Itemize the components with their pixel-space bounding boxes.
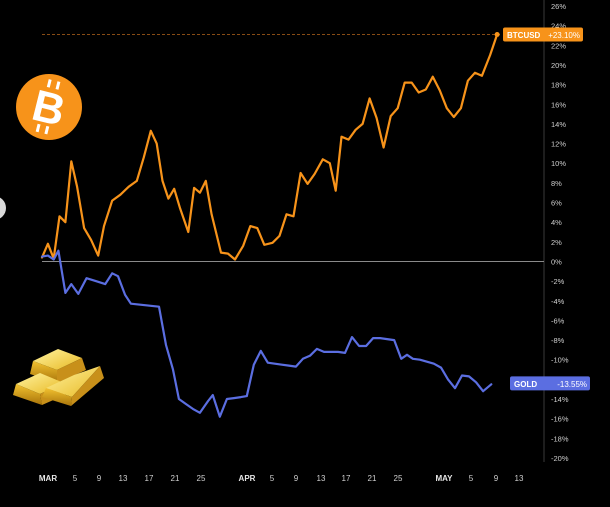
y-tick-label: -6% bbox=[551, 316, 565, 325]
btc-label-name: BTCUSD bbox=[507, 31, 541, 40]
series-line-btcusd bbox=[40, 33, 499, 261]
x-tick-month-label: MAR bbox=[39, 474, 57, 483]
x-tick-label: 21 bbox=[368, 474, 377, 483]
y-tick-label: 8% bbox=[551, 179, 562, 188]
x-tick-month-label: APR bbox=[239, 474, 256, 483]
x-tick-label: 21 bbox=[171, 474, 180, 483]
gold-end-label: GOLD -13.55% bbox=[510, 376, 590, 391]
x-tick-label: 25 bbox=[394, 474, 403, 483]
x-tick-month-label: MAY bbox=[435, 474, 453, 483]
x-tick-label: 13 bbox=[317, 474, 326, 483]
btc-end-label: BTCUSD +23.10% bbox=[503, 27, 583, 42]
x-tick-label: 5 bbox=[73, 474, 78, 483]
y-tick-label: -16% bbox=[551, 415, 569, 424]
y-tick-label: 14% bbox=[551, 120, 566, 129]
y-tick-label: -14% bbox=[551, 395, 569, 404]
gold-bars-icon bbox=[13, 349, 104, 406]
x-axis-ticks: MAR 5 9 13 17 21 25 APR 5 9 13 17 21 25 MAY 5 9 13 bbox=[39, 474, 524, 483]
y-tick-label: 2% bbox=[551, 238, 562, 247]
y-tick-label: 6% bbox=[551, 199, 562, 208]
y-tick-label: -2% bbox=[551, 277, 565, 286]
gold-label-name: GOLD bbox=[514, 380, 537, 389]
y-tick-label: -8% bbox=[551, 336, 565, 345]
series-line-gold bbox=[40, 249, 493, 418]
btc-label-value: +23.10% bbox=[548, 31, 580, 40]
y-tick-label: -4% bbox=[551, 297, 565, 306]
x-tick-label: 13 bbox=[515, 474, 524, 483]
y-tick-label: 24% bbox=[551, 22, 566, 31]
gold-label-bg bbox=[510, 376, 590, 391]
x-tick-label: 9 bbox=[294, 474, 299, 483]
y-tick-label: 26% bbox=[551, 2, 566, 11]
gold-label-value: -13.55% bbox=[557, 380, 587, 389]
y-tick-label: 10% bbox=[551, 159, 566, 168]
y-tick-label: 12% bbox=[551, 140, 566, 149]
edge-circle-icon bbox=[0, 196, 6, 220]
series-end-labels: BTCUSD +23.10% GOLD -13.55% bbox=[503, 27, 590, 391]
y-tick-label: -18% bbox=[551, 434, 569, 443]
y-tick-label: 22% bbox=[551, 41, 566, 50]
x-tick-label: 13 bbox=[119, 474, 128, 483]
y-tick-label: -20% bbox=[551, 454, 569, 463]
y-tick-label: 4% bbox=[551, 218, 562, 227]
x-tick-label: 5 bbox=[270, 474, 275, 483]
series-lines bbox=[40, 31, 544, 418]
y-axis-ticks: 26% 24% 22% 20% 18% 16% 14% 12% 10% 8% 6% 4% 2% 0% -2%… bbox=[551, 2, 569, 463]
btc-label-bg bbox=[503, 27, 583, 42]
y-tick-label: 18% bbox=[551, 81, 566, 90]
btc-end-point bbox=[494, 31, 500, 37]
x-tick-label: 5 bbox=[469, 474, 474, 483]
x-tick-label: 25 bbox=[197, 474, 206, 483]
y-tick-label: -10% bbox=[551, 356, 569, 365]
x-tick-label: 9 bbox=[97, 474, 102, 483]
x-tick-label: 9 bbox=[494, 474, 499, 483]
y-tick-label: 16% bbox=[551, 100, 566, 109]
y-tick-label: 20% bbox=[551, 61, 566, 70]
x-tick-label: 17 bbox=[342, 474, 351, 483]
bitcoin-logo-icon: B bbox=[16, 74, 82, 140]
x-tick-label: 17 bbox=[145, 474, 154, 483]
y-tick-label: 0% bbox=[551, 257, 562, 266]
